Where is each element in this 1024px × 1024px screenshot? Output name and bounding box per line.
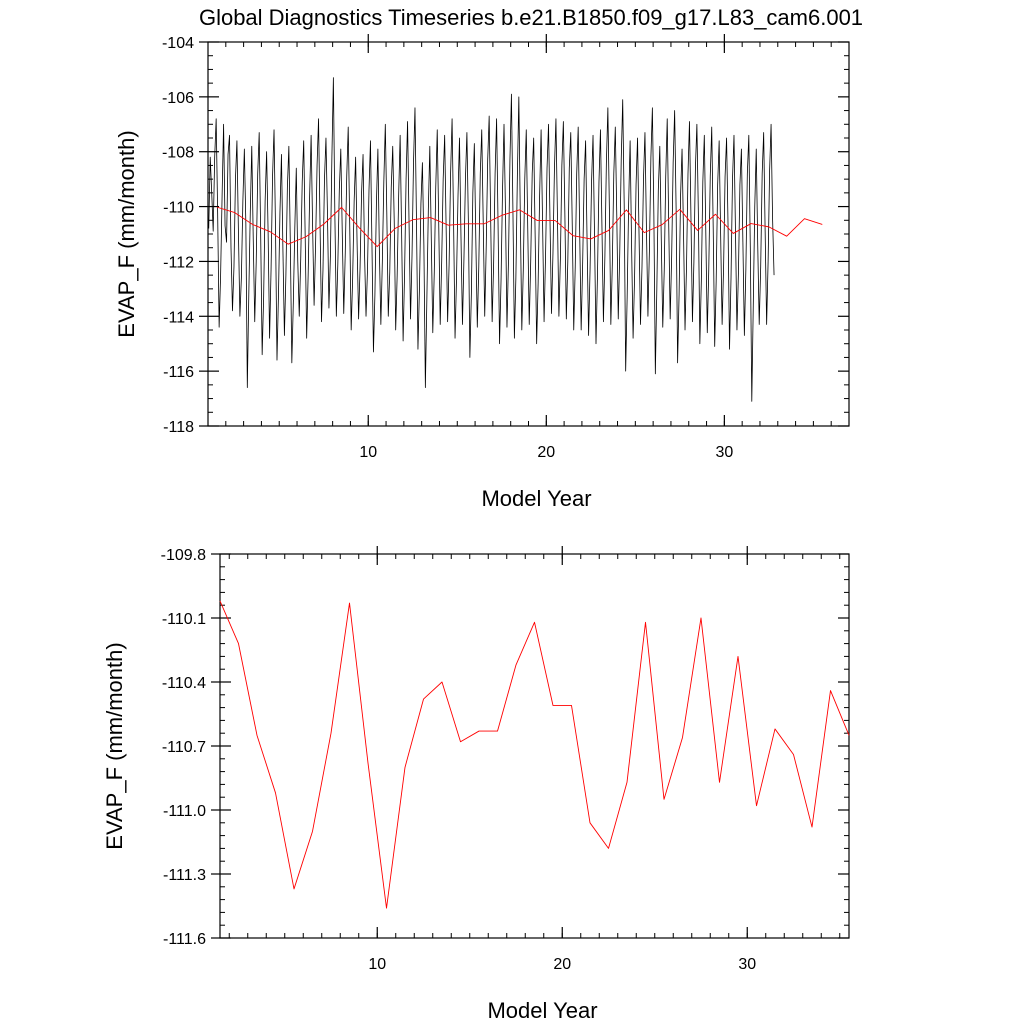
y-tick-label: -110.1: [162, 611, 206, 628]
series-line-monthly: [208, 77, 775, 402]
y-tick-label: -111.6: [163, 931, 206, 948]
y-tick-label: -108: [162, 145, 194, 162]
y-tick-label: -111.0: [163, 803, 206, 820]
chart-title: Global Diagnostics Timeseries b.e21.B185…: [199, 5, 863, 30]
x-tick-label: 10: [359, 444, 377, 461]
x-tick-label: 20: [553, 956, 571, 973]
plot-frame: [219, 553, 850, 939]
y-axis-label: EVAP_F (mm/month): [102, 642, 127, 849]
series-line-annual-mean: [216, 206, 823, 248]
x-axis-label: Model Year: [487, 998, 597, 1023]
y-tick-label: -114: [163, 309, 194, 326]
y-tick-label: -116: [163, 364, 194, 381]
y-tick-label: -110.4: [162, 675, 206, 692]
x-tick-label: 20: [537, 444, 555, 461]
y-tick-label: -110: [163, 200, 194, 217]
x-tick-label: 10: [368, 956, 386, 973]
y-tick-label: -118: [163, 419, 194, 436]
y-tick-label: -111.3: [163, 867, 206, 884]
y-tick-label: -104: [162, 35, 194, 52]
y-tick-label: -106: [162, 90, 194, 107]
y-tick-label: -109.8: [161, 547, 206, 564]
y-tick-label: -110.7: [162, 739, 206, 756]
x-axis-label: Model Year: [481, 486, 591, 511]
plot-frame: [207, 41, 850, 427]
y-axis-label: EVAP_F (mm/month): [114, 130, 139, 337]
series-line-annual-mean: [219, 600, 850, 909]
x-tick-label: 30: [715, 444, 733, 461]
x-tick-label: 30: [738, 956, 756, 973]
y-tick-label: -112: [163, 254, 194, 271]
